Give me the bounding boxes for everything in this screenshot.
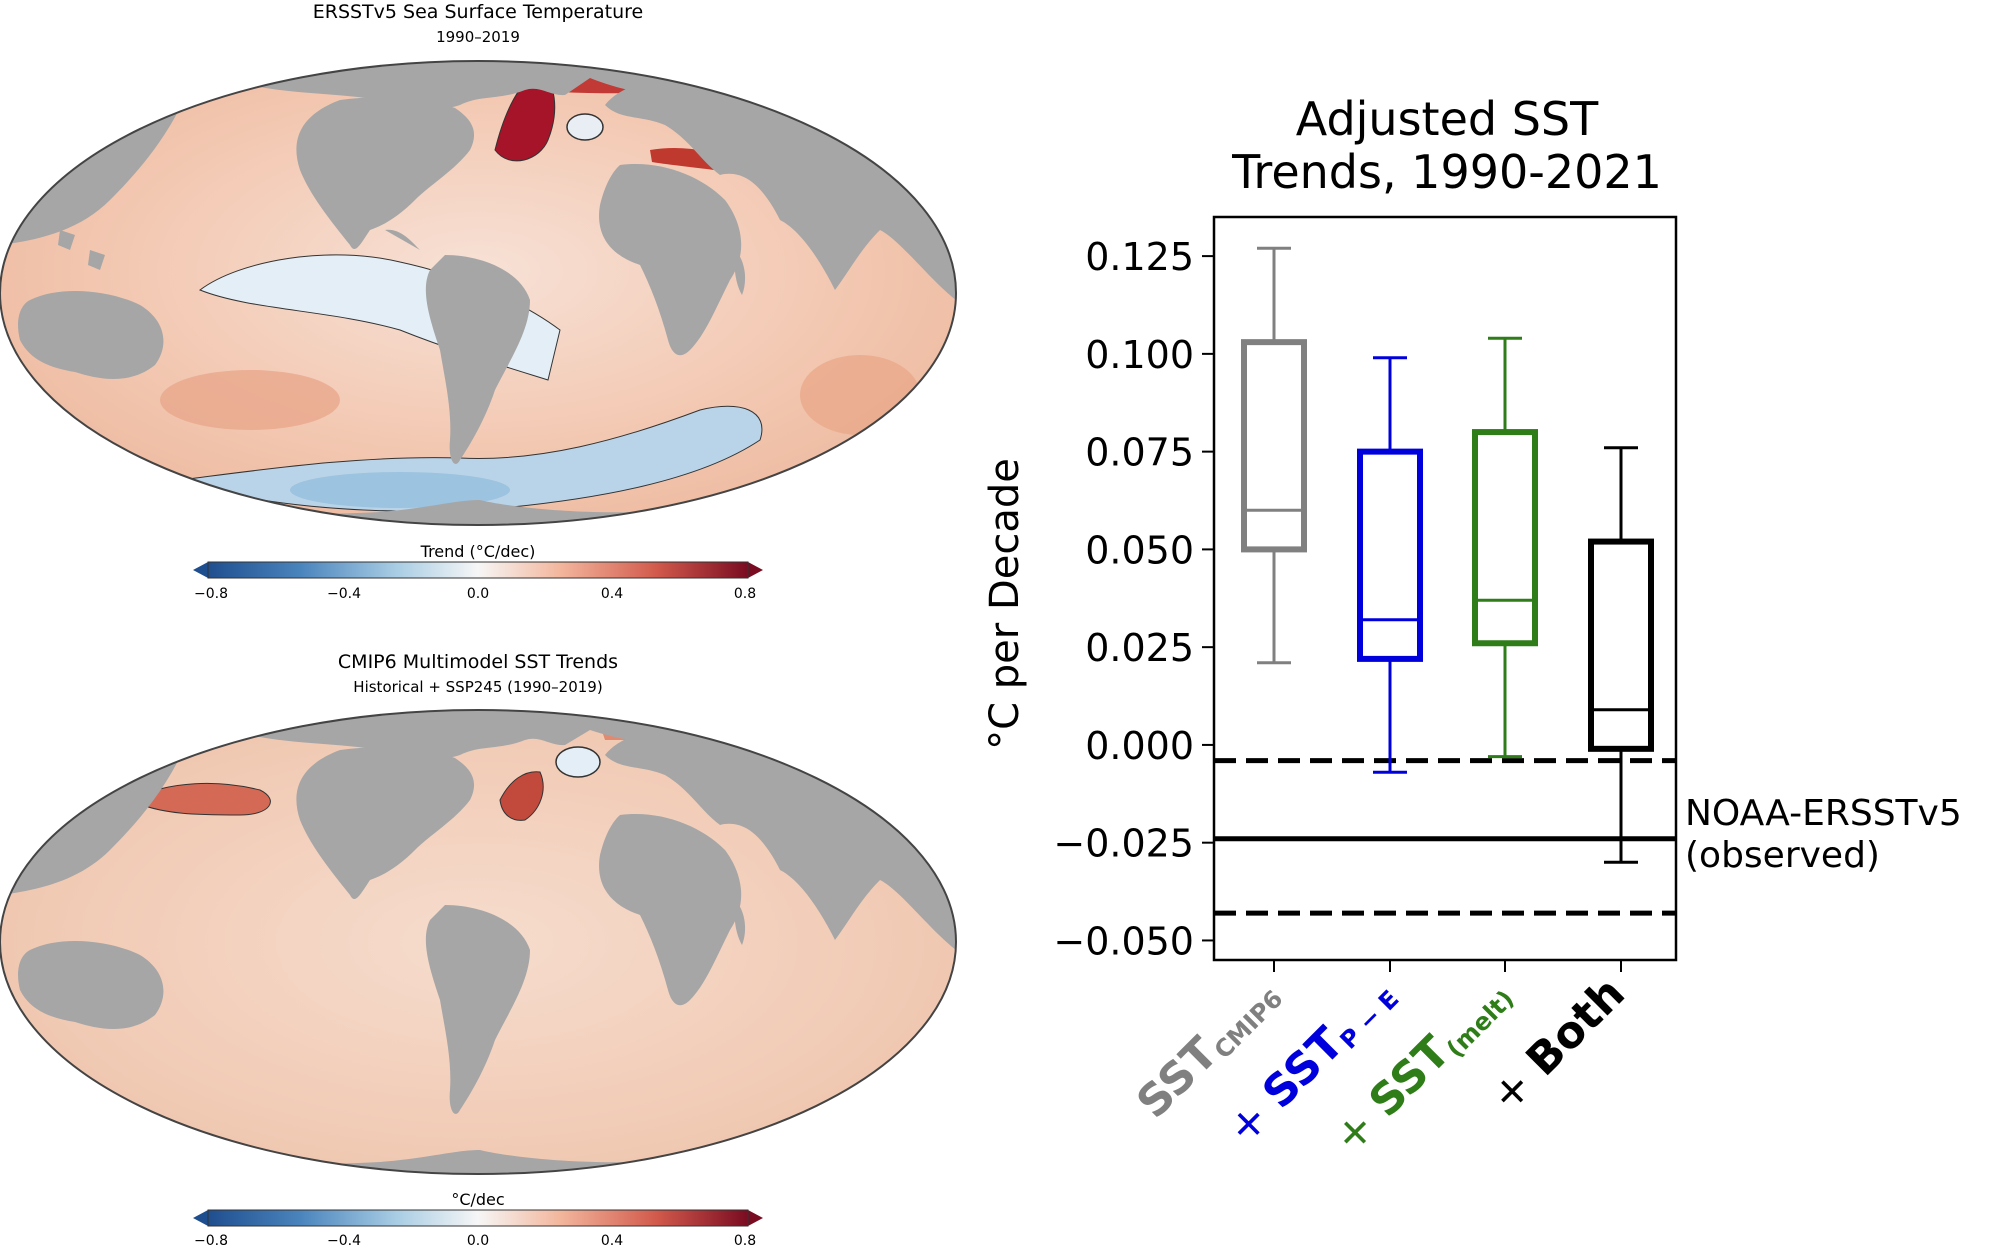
colorbar-tick: 0.4 (601, 586, 623, 602)
y-tick-label: 0.075 (1085, 431, 1194, 475)
colorbar-tick: 0.0 (467, 586, 489, 602)
x-tick-label-main: Both (1517, 968, 1635, 1086)
map-cmip6: CMIP6 Multimodel SST Trends Historical +… (0, 651, 957, 1249)
hot-anomaly-gulfstream (494, 71, 556, 162)
plot-area: 0.125 0.100 0.075 0.050 0.025 0.000 −0.025 −0.0… (1053, 215, 1962, 1164)
cool-anomaly-subpolar (566, 113, 604, 141)
colorbar-tick: −0.4 (327, 1233, 361, 1249)
colorbar-tick: −0.8 (194, 1233, 228, 1249)
colorbar-label: Trend (°C/dec) (420, 542, 536, 561)
plot-frame (1212, 215, 1678, 962)
x-tick-label-subscript: P − E (1335, 985, 1405, 1055)
colorbar-left-arrow (193, 1210, 208, 1226)
y-tick-label: 0.125 (1085, 235, 1194, 279)
chart-title-line: Trends, 1990-2021 (1231, 145, 1662, 199)
y-tick-label: 0.025 (1085, 626, 1194, 670)
map-ersst: ERSSTv5 Sea Surface Temperature 1990–201… (0, 1, 957, 602)
boxplot-chart: Adjusted SST Trends, 1990-2021 °C per De… (982, 92, 1962, 1164)
warm-anomaly-west-pacific (160, 370, 340, 430)
reference-label: (observed) (1685, 835, 1880, 876)
map-frame (0, 709, 957, 1175)
reference-label: NOAA-ERSSTv5 (1685, 793, 1962, 834)
y-tick-label: 0.050 (1085, 528, 1194, 572)
map-title: ERSSTv5 Sea Surface Temperature (313, 1, 644, 23)
cool-anomaly-southern-core (290, 472, 510, 508)
colorbar-tick: 0.0 (467, 1233, 489, 1249)
colorbar-left-arrow (193, 562, 208, 578)
box-iqr (1588, 538, 1654, 752)
colorbar-tick: −0.8 (194, 586, 228, 602)
cool-anomaly-subpolar (555, 746, 601, 778)
x-tick-label: + SST(melt) (1323, 968, 1519, 1164)
map-frame (0, 60, 957, 526)
map-subtitle: Historical + SSP245 (1990–2019) (353, 678, 602, 696)
map-subtitle: 1990–2019 (436, 28, 520, 46)
colorbar-label: °C/dec (451, 1190, 504, 1209)
warm-anomaly-north-pacific (128, 782, 271, 816)
map-title: CMIP6 Multimodel SST Trends (338, 651, 618, 673)
colorbar-right-arrow (748, 1210, 763, 1226)
x-tick-label-subscript: (melt) (1441, 985, 1519, 1063)
colorbar-tick: 0.8 (734, 586, 756, 602)
box-iqr (1357, 448, 1423, 662)
y-tick-label: 0.000 (1085, 724, 1194, 768)
box-iqr (1472, 429, 1538, 647)
x-tick-label-subscript: CMIP6 (1209, 985, 1289, 1065)
colorbar: Trend (°C/dec) −0.8 −0.4 0.0 0.4 0.8 (193, 542, 763, 602)
colorbar-gradient (207, 561, 749, 579)
colorbar-right-arrow (748, 562, 763, 578)
box-iqr (1241, 339, 1307, 553)
warm-anomaly-gulfstream (499, 771, 544, 821)
colorbar: °C/dec −0.8 −0.4 0.0 0.4 0.8 (193, 1190, 763, 1249)
y-axis-label: °C per Decade (982, 458, 1028, 750)
colorbar-tick: 0.8 (734, 1233, 756, 1249)
y-tick-label: −0.050 (1053, 919, 1194, 963)
y-tick-label: −0.025 (1053, 822, 1194, 866)
colorbar-gradient (207, 1209, 749, 1227)
chart-title-line: Adjusted SST (1296, 92, 1599, 146)
warm-anomaly-indian (800, 355, 920, 435)
y-tick-label: 0.100 (1085, 333, 1194, 377)
colorbar-tick: 0.4 (601, 1233, 623, 1249)
colorbar-tick: −0.4 (327, 586, 361, 602)
